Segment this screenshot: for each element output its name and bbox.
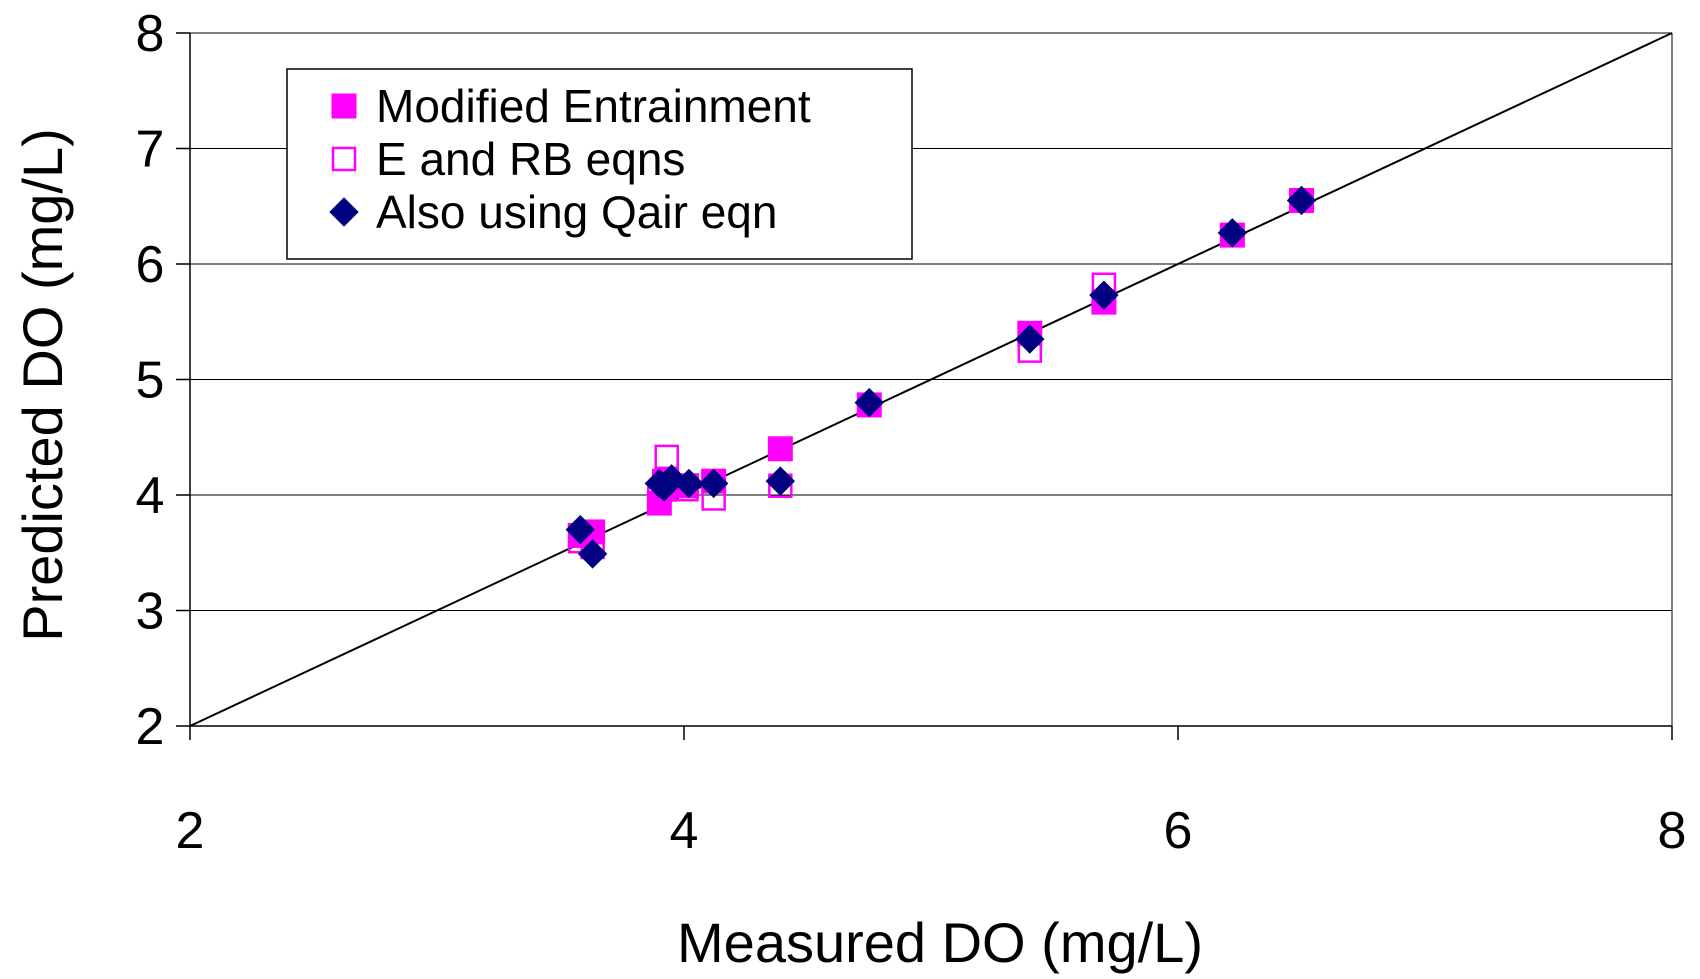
y-tick-label: 3 — [136, 583, 165, 641]
x-tick-label: 6 — [1164, 802, 1193, 860]
data-point — [1015, 324, 1045, 354]
x-tick-label: 4 — [670, 802, 699, 860]
data-point — [577, 539, 608, 569]
y-tick-label: 7 — [136, 121, 165, 179]
legend-marker — [329, 197, 359, 227]
series-also-using-qair-eqn — [565, 185, 1317, 569]
data-point — [698, 468, 729, 499]
legend-label: E and RB eqns — [376, 133, 685, 185]
x-tick-label: 2 — [176, 802, 205, 860]
y-tick-label: 6 — [136, 236, 165, 294]
legend-marker — [331, 93, 357, 119]
y-tick-label: 5 — [136, 352, 165, 410]
legend-box — [286, 68, 913, 260]
y-tick-label: 4 — [136, 467, 165, 525]
x-axis-title: Measured DO (mg/L) — [677, 911, 1203, 974]
legend-marker — [331, 146, 357, 172]
y-tick-label: 8 — [136, 5, 165, 63]
data-point — [674, 468, 704, 499]
data-point — [765, 466, 796, 496]
legend-label: Also using Qair eqn — [376, 186, 777, 238]
data-point — [1217, 218, 1248, 248]
y-axis-title: Predicted DO (mg/L) — [11, 128, 74, 642]
y-tick-label: 2 — [136, 698, 165, 756]
data-markers — [565, 185, 1317, 569]
y-axis: 2 3 4 5 6 7 8 — [136, 5, 191, 756]
legend-label: Modified Entrainment — [376, 80, 811, 132]
data-point — [1089, 280, 1119, 310]
data-point — [654, 444, 679, 470]
data-point — [767, 436, 793, 462]
x-tick-label: 8 — [1658, 802, 1687, 860]
data-point — [854, 387, 884, 418]
data-point — [565, 514, 595, 545]
reference-line — [189, 32, 1673, 727]
data-point — [1286, 185, 1317, 216]
x-axis: 2 4 6 8 — [176, 725, 1687, 860]
